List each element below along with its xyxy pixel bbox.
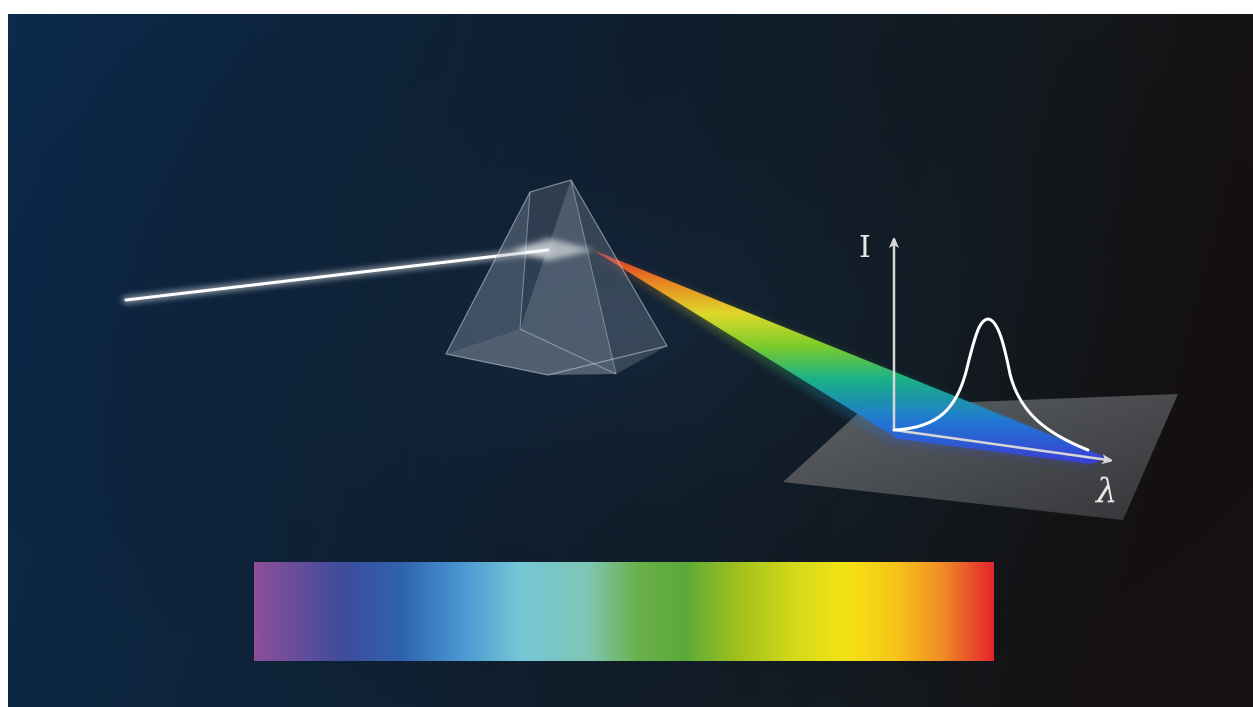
wavelength-axis-label: λ	[1094, 471, 1118, 511]
wavelength-axis	[893, 428, 1108, 460]
incident-white-beam	[122, 246, 552, 304]
prism-diagram: I λ	[8, 14, 1253, 707]
prism-diagram-scene: I λ	[8, 14, 1253, 707]
intensity-wavelength-axes	[894, 242, 1108, 460]
triangular-prism-icon	[445, 179, 668, 376]
top-margin	[0, 0, 1253, 14]
intensity-axis-label: I	[859, 230, 871, 265]
color-spectrum-bar	[254, 562, 994, 661]
intensity-curve	[892, 317, 1090, 452]
dispersed-rainbow-beam	[588, 250, 1108, 466]
